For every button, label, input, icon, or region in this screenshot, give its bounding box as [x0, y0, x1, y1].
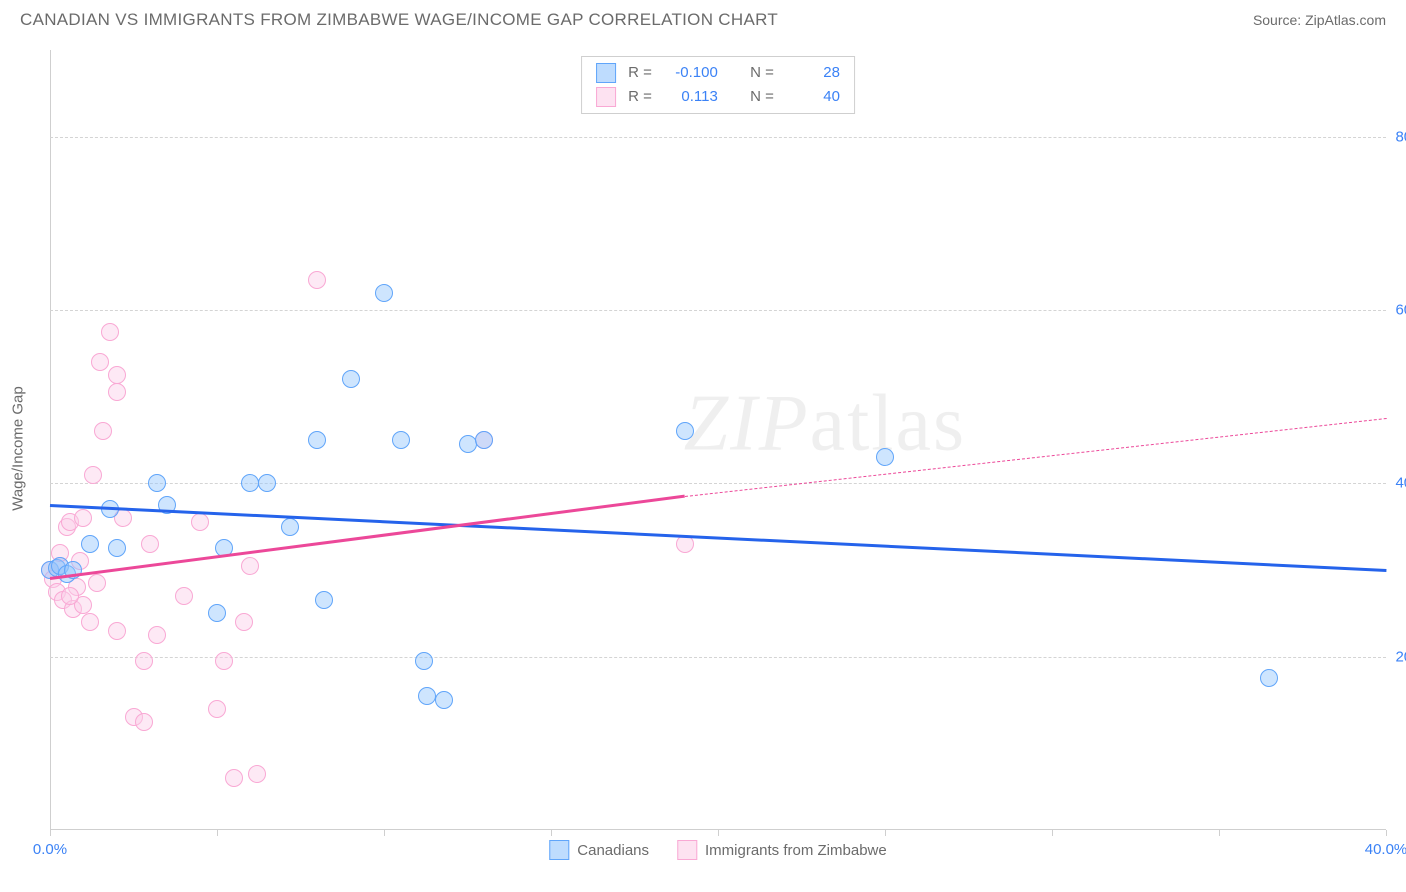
data-point	[101, 323, 119, 341]
stats-row: R = 0.113 N = 40	[596, 85, 840, 109]
data-point	[435, 691, 453, 709]
data-point	[248, 765, 266, 783]
legend-item: Immigrants from Zimbabwe	[677, 840, 887, 860]
stat-r-value: 0.113	[664, 85, 718, 109]
data-point	[215, 652, 233, 670]
data-point	[225, 769, 243, 787]
data-point	[84, 466, 102, 484]
data-point	[308, 271, 326, 289]
stat-n-label: N =	[750, 85, 774, 109]
y-tick-label: 60.0%	[1395, 302, 1406, 319]
legend-item: Canadians	[549, 840, 649, 860]
stat-r-value: -0.100	[664, 61, 718, 85]
stats-box: R = -0.100 N = 28 R = 0.113 N = 40	[581, 56, 855, 114]
stat-r-label: R =	[628, 61, 652, 85]
x-tick	[384, 830, 385, 836]
x-tick	[885, 830, 886, 836]
x-tick-label: 0.0%	[33, 841, 67, 858]
data-point	[308, 431, 326, 449]
x-tick	[1052, 830, 1053, 836]
data-point	[676, 422, 694, 440]
x-tick	[551, 830, 552, 836]
x-tick	[1386, 830, 1387, 836]
legend-swatch	[677, 840, 697, 860]
data-point	[281, 518, 299, 536]
data-point	[74, 509, 92, 527]
data-point	[81, 613, 99, 631]
y-axis-line	[50, 50, 51, 830]
data-point	[175, 587, 193, 605]
y-axis-label: Wage/Income Gap	[10, 386, 27, 511]
data-point	[61, 587, 79, 605]
stat-n-value: 40	[786, 85, 840, 109]
data-point	[208, 700, 226, 718]
legend-swatch	[596, 87, 616, 107]
data-point	[148, 626, 166, 644]
grid-line	[50, 657, 1386, 658]
y-tick-label: 20.0%	[1395, 648, 1406, 665]
chart-header: CANADIAN VS IMMIGRANTS FROM ZIMBABWE WAG…	[0, 0, 1406, 38]
grid-line	[50, 310, 1386, 311]
legend-label: Immigrants from Zimbabwe	[705, 842, 887, 859]
data-point	[81, 535, 99, 553]
data-point	[191, 513, 209, 531]
plot-area: Wage/Income Gap ZIPatlas 20.0%40.0%60.0%…	[50, 50, 1386, 830]
y-tick-label: 80.0%	[1395, 128, 1406, 145]
data-point	[208, 604, 226, 622]
data-point	[375, 284, 393, 302]
x-tick-label: 40.0%	[1365, 841, 1406, 858]
grid-line	[50, 137, 1386, 138]
data-point	[148, 474, 166, 492]
data-point	[241, 557, 259, 575]
data-point	[94, 422, 112, 440]
data-point	[392, 431, 410, 449]
data-point	[108, 539, 126, 557]
data-point	[235, 613, 253, 631]
data-point	[241, 474, 259, 492]
data-point	[88, 574, 106, 592]
bottom-legend: Canadians Immigrants from Zimbabwe	[549, 840, 886, 860]
stats-row: R = -0.100 N = 28	[596, 61, 840, 85]
stat-n-value: 28	[786, 61, 840, 85]
x-tick	[1219, 830, 1220, 836]
data-point	[108, 366, 126, 384]
data-point	[135, 713, 153, 731]
stat-r-label: R =	[628, 85, 652, 109]
data-point	[135, 652, 153, 670]
data-point	[315, 591, 333, 609]
watermark: ZIPatlas	[684, 379, 967, 470]
trend-line-dashed	[685, 418, 1387, 497]
legend-swatch	[596, 63, 616, 83]
data-point	[258, 474, 276, 492]
data-point	[876, 448, 894, 466]
data-point	[475, 431, 493, 449]
x-tick	[50, 830, 51, 836]
data-point	[141, 535, 159, 553]
x-tick	[718, 830, 719, 836]
data-point	[1260, 669, 1278, 687]
chart-container: Wage/Income Gap ZIPatlas 20.0%40.0%60.0%…	[50, 50, 1386, 830]
y-tick-label: 40.0%	[1395, 475, 1406, 492]
data-point	[342, 370, 360, 388]
legend-label: Canadians	[577, 842, 649, 859]
chart-source: Source: ZipAtlas.com	[1253, 12, 1386, 28]
data-point	[418, 687, 436, 705]
data-point	[415, 652, 433, 670]
data-point	[108, 622, 126, 640]
x-tick	[217, 830, 218, 836]
data-point	[108, 383, 126, 401]
data-point	[91, 353, 109, 371]
legend-swatch	[549, 840, 569, 860]
stat-n-label: N =	[750, 61, 774, 85]
data-point	[459, 435, 477, 453]
chart-title: CANADIAN VS IMMIGRANTS FROM ZIMBABWE WAG…	[20, 10, 778, 30]
